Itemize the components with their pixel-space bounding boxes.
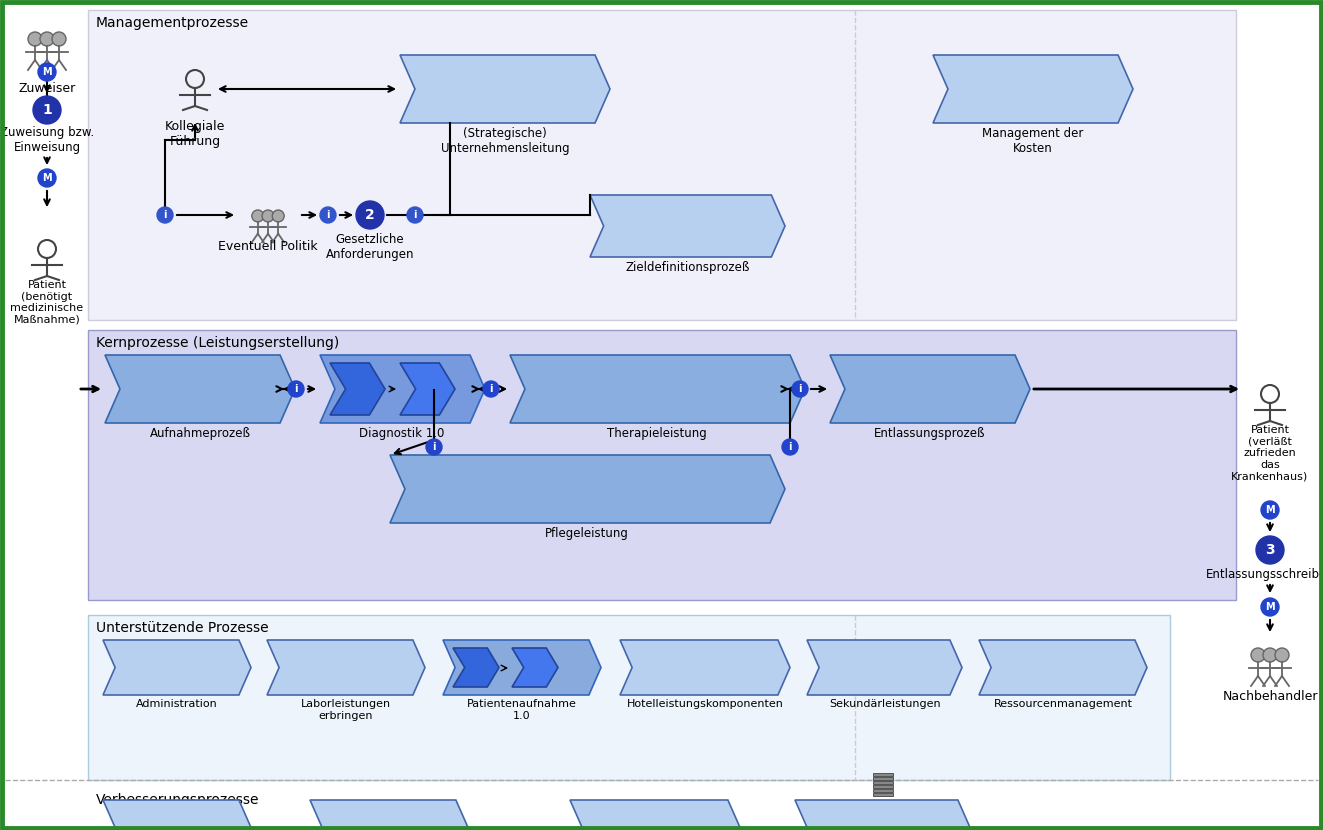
Text: Ressourcenmanagement: Ressourcenmanagement (994, 699, 1132, 709)
Circle shape (38, 63, 56, 81)
Polygon shape (105, 355, 295, 423)
Text: Eventuell Politik: Eventuell Politik (218, 240, 318, 253)
Text: Laborleistungen
erbringen: Laborleistungen erbringen (300, 699, 392, 720)
Circle shape (273, 210, 284, 222)
Text: Kollegiale
Führung: Kollegiale Führung (165, 120, 225, 148)
Polygon shape (795, 800, 970, 830)
Circle shape (38, 169, 56, 187)
Circle shape (407, 207, 423, 223)
Circle shape (1256, 536, 1285, 564)
Bar (89, 10, 1236, 320)
Text: Hotelleistungskomponenten: Hotelleistungskomponenten (627, 699, 783, 709)
Text: i: i (294, 384, 298, 394)
Text: M: M (42, 67, 52, 77)
Circle shape (483, 381, 499, 397)
Bar (873, 785, 893, 788)
Text: Managementprozesse: Managementprozesse (97, 16, 249, 30)
Text: Gesetzliche
Anforderungen: Gesetzliche Anforderungen (325, 233, 414, 261)
Text: i: i (789, 442, 791, 452)
Bar (873, 777, 893, 780)
Circle shape (782, 439, 798, 455)
Circle shape (1275, 648, 1289, 662)
Polygon shape (443, 640, 601, 695)
Text: i: i (798, 384, 802, 394)
Text: Administration: Administration (136, 699, 218, 709)
Text: i: i (163, 210, 167, 220)
Circle shape (320, 207, 336, 223)
Polygon shape (570, 800, 740, 830)
Text: Patientenaufnahme
1.0: Patientenaufnahme 1.0 (467, 699, 577, 720)
Text: Pflegeleistung: Pflegeleistung (545, 527, 628, 540)
Bar (89, 615, 1170, 780)
Polygon shape (400, 363, 455, 415)
Text: Therapieleistung: Therapieleistung (607, 427, 706, 440)
Text: Unterstützende Prozesse: Unterstützende Prozesse (97, 621, 269, 635)
Text: i: i (433, 442, 435, 452)
Circle shape (40, 32, 54, 46)
Text: M: M (42, 173, 52, 183)
Polygon shape (830, 355, 1031, 423)
Polygon shape (310, 800, 468, 830)
Text: Zuweisung bzw.
Einweisung: Zuweisung bzw. Einweisung (0, 126, 94, 154)
Circle shape (157, 207, 173, 223)
Bar (89, 330, 1236, 600)
Text: Nachbehandler: Nachbehandler (1222, 690, 1318, 703)
Text: 1: 1 (42, 103, 52, 117)
Circle shape (52, 32, 66, 46)
Text: Verbesserungsprozesse: Verbesserungsprozesse (97, 793, 259, 807)
Polygon shape (103, 640, 251, 695)
Text: Zuweiser: Zuweiser (19, 82, 75, 95)
Circle shape (792, 381, 808, 397)
Text: i: i (490, 384, 492, 394)
Polygon shape (103, 800, 251, 830)
Circle shape (426, 439, 442, 455)
Text: Entlassungsprozeß: Entlassungsprozeß (875, 427, 986, 440)
Polygon shape (933, 55, 1132, 123)
Circle shape (356, 201, 384, 229)
Text: Management der
Kosten: Management der Kosten (982, 127, 1084, 155)
Polygon shape (390, 455, 785, 523)
Text: Diagnostik 1.0: Diagnostik 1.0 (360, 427, 445, 440)
Circle shape (28, 32, 42, 46)
Text: Entlassungsschreiben: Entlassungsschreiben (1205, 568, 1323, 581)
Text: (Strategische)
Unternehmensleitung: (Strategische) Unternehmensleitung (441, 127, 569, 155)
Text: Patient
(benötigt
medizinische
Maßnahme): Patient (benötigt medizinische Maßnahme) (11, 280, 83, 325)
Polygon shape (512, 648, 558, 687)
Text: Sekundärleistungen: Sekundärleistungen (830, 699, 941, 709)
Polygon shape (329, 363, 385, 415)
Bar (873, 773, 893, 776)
Text: M: M (1265, 505, 1275, 515)
Circle shape (251, 210, 263, 222)
Text: 3: 3 (1265, 543, 1275, 557)
Circle shape (1261, 501, 1279, 519)
Text: Kernprozesse (Leistungserstellung): Kernprozesse (Leistungserstellung) (97, 336, 339, 350)
Polygon shape (267, 640, 425, 695)
Polygon shape (400, 55, 610, 123)
Text: Patient
(verläßt
zufrieden
das
Krankenhaus): Patient (verläßt zufrieden das Krankenha… (1232, 425, 1308, 481)
Text: i: i (413, 210, 417, 220)
Circle shape (33, 96, 61, 124)
Circle shape (288, 381, 304, 397)
Circle shape (1261, 598, 1279, 616)
Bar (873, 781, 893, 784)
Polygon shape (807, 640, 962, 695)
Circle shape (262, 210, 274, 222)
Polygon shape (452, 648, 499, 687)
Circle shape (1263, 648, 1277, 662)
Text: 2: 2 (365, 208, 374, 222)
Text: Zieldefinitionsprozeß: Zieldefinitionsprozeß (626, 261, 750, 274)
Polygon shape (590, 195, 785, 257)
Text: Aufnahmeprozeß: Aufnahmeprozeß (149, 427, 250, 440)
Text: i: i (327, 210, 329, 220)
Bar (873, 789, 893, 792)
Text: M: M (1265, 602, 1275, 612)
Polygon shape (509, 355, 804, 423)
Polygon shape (320, 355, 486, 423)
Polygon shape (979, 640, 1147, 695)
Polygon shape (620, 640, 790, 695)
Bar (873, 793, 893, 796)
Circle shape (1252, 648, 1265, 662)
